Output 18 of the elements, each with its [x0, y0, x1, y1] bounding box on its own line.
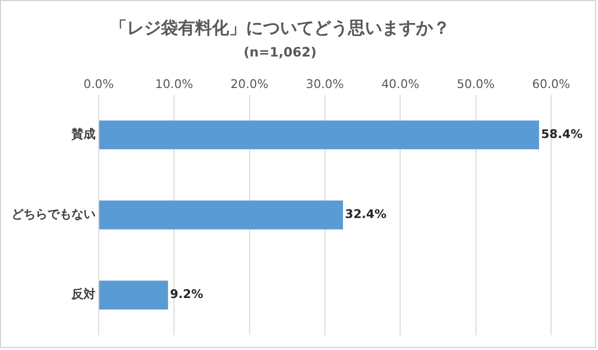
x-tick-label: 40.0% [381, 76, 420, 91]
chart-title: 「レジ袋有料化」についてどう思いますか？ [110, 17, 450, 38]
y-tick-label: 賛成 [70, 127, 96, 141]
x-tick-label: 50.0% [456, 76, 495, 91]
data-label: 58.4% [541, 127, 583, 141]
y-tick-label: どちらでもない [12, 207, 96, 222]
x-tick-label: 20.0% [230, 76, 268, 91]
y-tick-label: 反対 [70, 287, 96, 302]
x-tick-label: 60.0% [532, 76, 570, 91]
bar [99, 280, 168, 310]
x-tick-label: 0.0% [83, 76, 114, 91]
x-tick-label: 30.0% [306, 76, 344, 91]
bar [99, 200, 344, 230]
data-label: 9.2% [170, 287, 204, 302]
chart-subtitle: (n=1,062) [244, 45, 317, 60]
x-tick-label: 10.0% [155, 76, 194, 91]
bar [99, 120, 540, 150]
data-label: 32.4% [345, 207, 387, 222]
